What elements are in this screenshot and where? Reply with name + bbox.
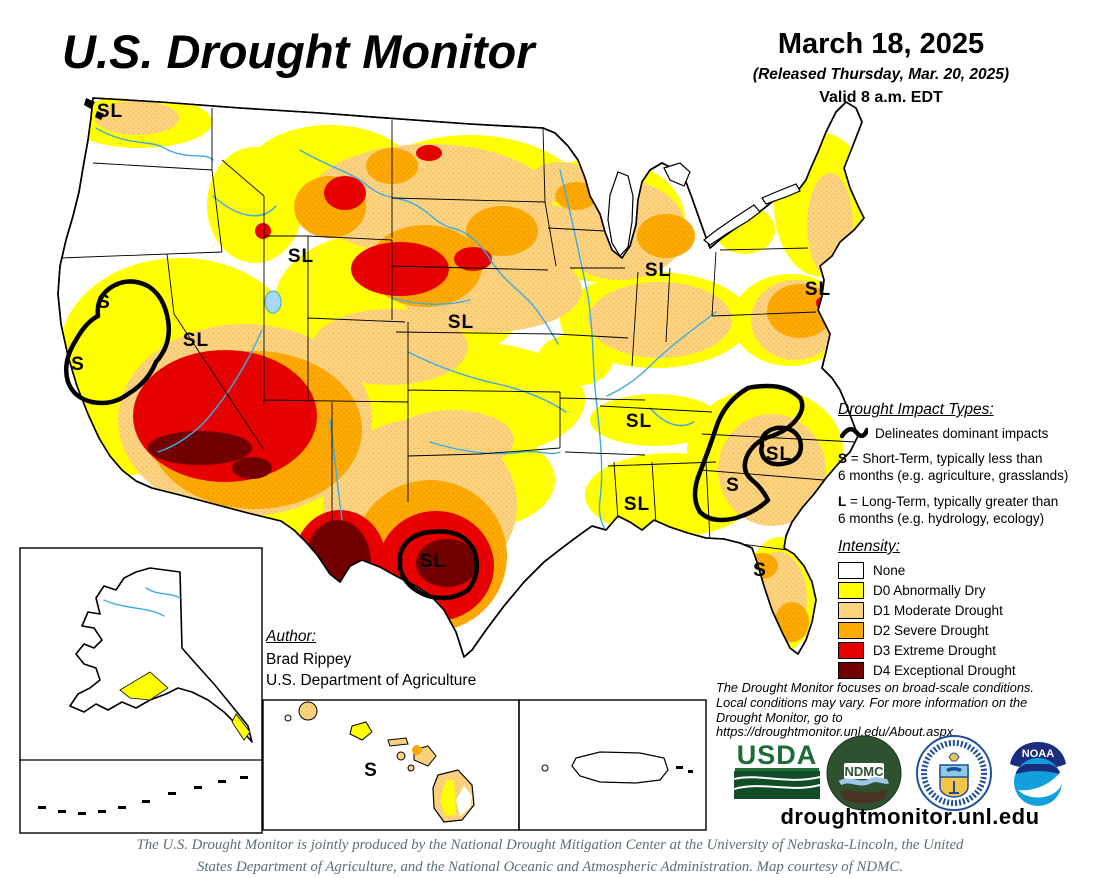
intensity-legend-title: Intensity: (838, 538, 901, 555)
intensity-legend: Intensity: None D0 Abnormally Dry D1 Mod… (838, 538, 1090, 682)
puget-sound-icon (84, 98, 104, 120)
short-term-definition: S = Short-Term, typically less than 6 mo… (838, 451, 1069, 483)
hawaii-inset (262, 699, 520, 831)
impact-outlines (64, 279, 805, 601)
map-label-florida: S (753, 560, 767, 581)
page-title: U.S. Drought Monitor (62, 25, 535, 78)
date-block: March 18, 2025 (Released Thursday, Mar. … (705, 28, 1057, 107)
legend-item-none: None (838, 562, 1090, 579)
website-url: droughtmonitor.unl.edu (780, 804, 1040, 829)
drought-shading (59, 98, 864, 653)
legend-item-d1: D1 Moderate Drought (838, 602, 1090, 619)
great-lakes (607, 162, 801, 258)
author-heading: Author: (266, 628, 316, 645)
map-label-hawaii: S (364, 760, 378, 781)
map-label-michigan: SL (644, 260, 672, 281)
author-block: Author: Brad Rippey U.S. Department of A… (266, 626, 476, 691)
impact-legend: Drought Impact Types: Delineates dominan… (838, 401, 1090, 537)
disclaimer: The Drought Monitor focuses on broad-sca… (716, 680, 1034, 740)
state-borders (59, 108, 857, 551)
legend-item-d4: D4 Exceptional Drought (838, 662, 1090, 679)
conus-coastline (57, 97, 865, 658)
map-label-tennessee: SL (625, 411, 653, 432)
map-label-south-texas: SL (419, 551, 447, 572)
legend-item-d3: D3 Extreme Drought (838, 642, 1090, 659)
none-swatch (838, 562, 864, 579)
long-term-definition: L = Long-Term, typically greater than 6 … (838, 494, 1059, 526)
impact-squiggle-icon (840, 427, 868, 439)
d4-swatch (838, 662, 864, 679)
legend-item-d2: D2 Severe Drought (838, 622, 1090, 639)
alaska-inset (19, 547, 263, 834)
aleutian-islands (38, 776, 248, 815)
legend-item-d0: D0 Abnormally Dry (838, 582, 1090, 599)
usda-field-icon (733, 771, 821, 799)
d2-swatch (838, 622, 864, 639)
d3-swatch (838, 642, 864, 659)
d0-swatch (838, 582, 864, 599)
usda-logo: USDA (732, 742, 822, 804)
noaa-logo: NOAA (1004, 740, 1072, 813)
valid-time: Valid 8 a.m. EDT (819, 89, 943, 106)
puerto-rico-inset (518, 699, 707, 831)
commerce-seal (916, 735, 992, 816)
author-org: U.S. Department of Agriculture (266, 672, 477, 689)
map-label-california: S (71, 354, 85, 375)
map-label-nevada: SL (182, 330, 210, 351)
author-name: Brad Rippey (266, 651, 352, 668)
map-label-georgia: S (726, 475, 740, 496)
map-label-washington: SL (96, 101, 124, 122)
map-date: March 18, 2025 (777, 28, 985, 60)
ndmc-text: NDMC (845, 764, 885, 779)
map-label-nevada-west: S (97, 292, 111, 313)
ndmc-logo: NDMC (826, 735, 902, 816)
impact-delineates-label: Delineates dominant impacts (875, 425, 1049, 441)
d1-swatch (838, 602, 864, 619)
noaa-text: NOAA (1022, 748, 1054, 760)
rivers (95, 127, 717, 532)
map-label-nebraska-iowa: SL (447, 312, 475, 333)
credit-text: The U.S. Drought Monitor is jointly prod… (136, 837, 964, 875)
map-label-mississippi: SL (623, 494, 651, 515)
map-label-new-jersey: SL (804, 279, 832, 300)
map-label-carolinas: SL (765, 444, 793, 465)
impact-legend-title: Drought Impact Types: (838, 401, 994, 418)
release-date: (Released Thursday, Mar. 20, 2025) (752, 66, 1010, 83)
map-label-wyoming: SL (287, 246, 315, 267)
